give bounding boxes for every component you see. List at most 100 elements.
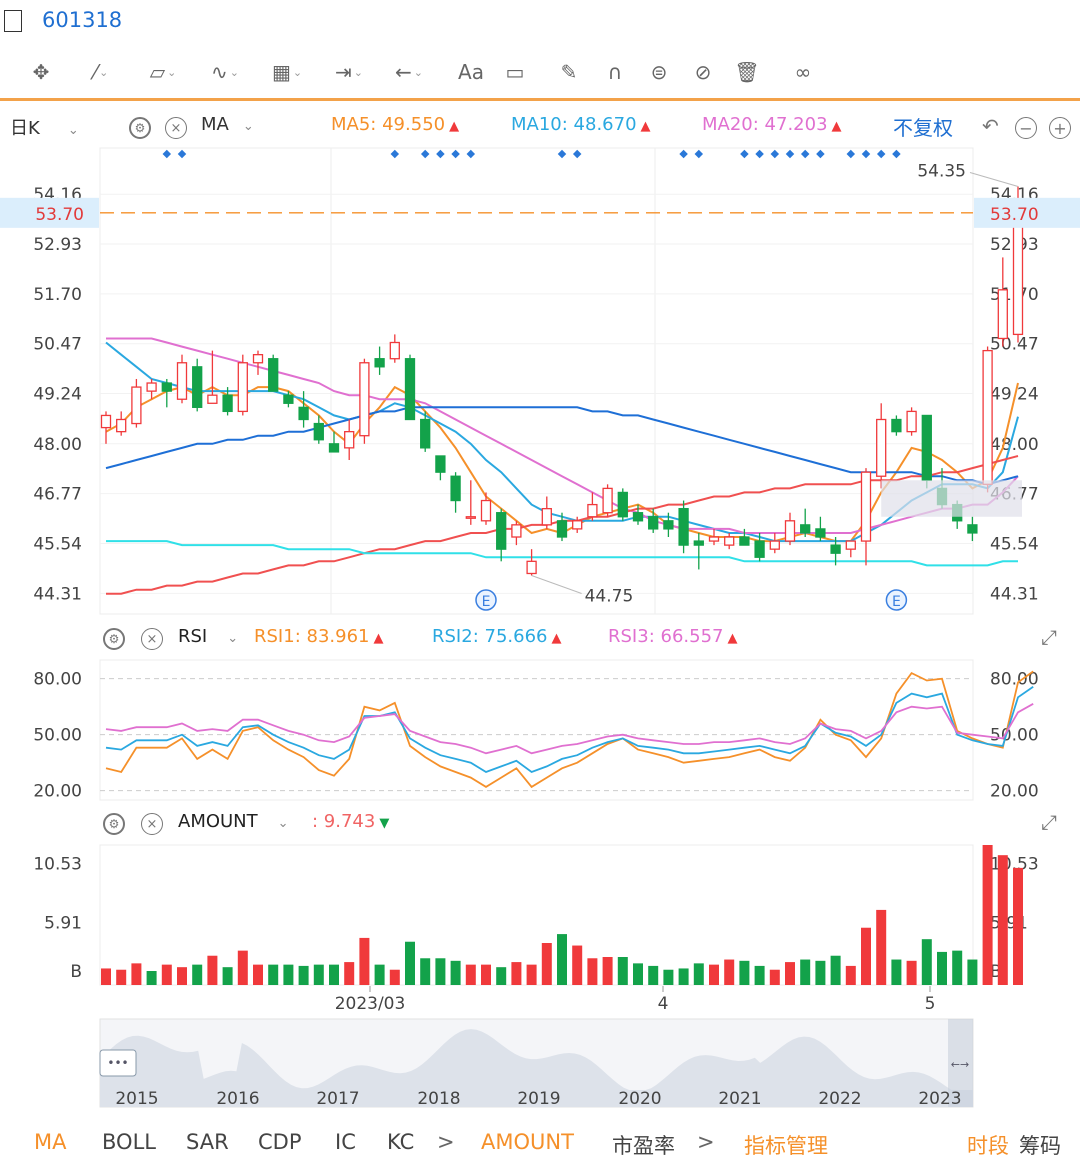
tab-kc[interactable]: KC [387, 1130, 415, 1154]
event-dot-icon [740, 149, 749, 159]
range-icon[interactable]: ⇥ ⌄ [335, 60, 363, 84]
candle-body [830, 544, 841, 554]
tab-ic[interactable]: IC [335, 1130, 356, 1154]
comment-icon[interactable]: ▭ [505, 60, 525, 84]
candle [891, 415, 902, 436]
hide-icon[interactable]: ⊘ [694, 60, 712, 84]
tab-chips[interactable]: 筹码 [1019, 1134, 1061, 1158]
indicator-manage-button[interactable]: 指标管理 [744, 1134, 828, 1158]
rsi-selector[interactable]: RSI ⌄ [178, 626, 239, 647]
text-icon[interactable]: Aa [458, 60, 484, 84]
candle [617, 488, 628, 521]
event-dot-icon [557, 149, 567, 159]
more-tabs-chevron-icon[interactable]: > [437, 1130, 455, 1154]
y-tick-label: 50.00 [990, 726, 1039, 746]
candle [389, 334, 400, 363]
stock-code: 601318 [42, 8, 123, 32]
current-price-label: 53.70 [990, 205, 1039, 225]
tab-ma[interactable]: MA [34, 1130, 67, 1154]
tab-session[interactable]: 时段 [967, 1134, 1009, 1158]
y-tick-label: 20.00 [33, 782, 82, 802]
close-icon[interactable]: × [165, 117, 187, 139]
candle-body [1012, 212, 1024, 336]
chevron-down-icon: ⌄ [242, 119, 254, 134]
delete-icon[interactable]: 🗑 [734, 60, 760, 84]
candle [982, 346, 993, 493]
undo-icon[interactable]: ↶ [982, 114, 999, 138]
candle-body [815, 528, 826, 538]
candle-body [389, 341, 400, 360]
channel-icon[interactable]: ▱ ⌄ [149, 60, 177, 84]
event-marker-label: E [892, 594, 901, 610]
candle [465, 480, 476, 525]
amount-selector[interactable]: AMOUNT ⌄ [178, 811, 289, 832]
period-selector[interactable]: 日K ⌄ [10, 114, 79, 140]
amount-bar [116, 969, 127, 985]
current-price-tag-left [0, 197, 99, 228]
amount-bar [815, 960, 826, 985]
zoom-in-icon[interactable]: + [1049, 117, 1071, 139]
navigator-handle [99, 1049, 137, 1077]
pen-icon[interactable]: ✎ [560, 60, 578, 84]
move-icon[interactable]: ✥ [32, 60, 50, 84]
magnet-icon[interactable]: ∩ [607, 60, 623, 84]
amount-bar [359, 937, 370, 985]
y-tick-label: B [990, 962, 1002, 982]
y-tick-label: 45.54 [990, 534, 1039, 554]
candle [359, 358, 370, 444]
settings-gear-icon[interactable]: ⚙ [103, 628, 125, 650]
candle-body [663, 520, 674, 530]
low-price-label: 44.75 [585, 587, 634, 607]
y-tick-label: 50.00 [33, 726, 82, 746]
event-marker-label: E [482, 594, 491, 610]
candle-body [359, 362, 370, 437]
settings-gear-icon[interactable]: ⚙ [129, 117, 151, 139]
candle [237, 354, 248, 416]
lock-icon[interactable]: ⊜ [650, 60, 668, 84]
event-dot-icon [770, 149, 780, 159]
event-dot-icon [861, 149, 871, 159]
candle [572, 516, 583, 533]
close-icon[interactable]: × [141, 628, 163, 650]
tab-sar[interactable]: SAR [186, 1130, 229, 1154]
candle-body [116, 418, 127, 433]
x-tick-label: 4 [658, 994, 669, 1014]
tab-cdp[interactable]: CDP [258, 1130, 302, 1154]
wave-icon[interactable]: ∿ ⌄ [211, 60, 239, 84]
tab-pe-ratio[interactable]: 市盈率 [612, 1134, 675, 1158]
y-tick-label: 50.47 [33, 335, 82, 355]
adjust-mode-button[interactable]: 不复权 [893, 116, 953, 140]
zoom-out-icon[interactable]: − [1015, 117, 1037, 139]
y-tick-label: 46.77 [33, 485, 82, 505]
amount-bar [724, 959, 735, 985]
y-tick-label: 10.53 [33, 855, 82, 875]
expand-icon[interactable]: ⤢ [1041, 810, 1057, 834]
x-tick-label: 5 [925, 994, 936, 1014]
candle-body [800, 524, 811, 534]
link-icon[interactable]: ∞ [794, 60, 812, 84]
event-dot-icon [816, 149, 825, 159]
close-icon[interactable]: × [141, 813, 163, 835]
window-icon[interactable] [4, 10, 22, 32]
stock-chart[interactable]: 44.3144.3145.5445.5446.7746.7748.0048.00… [0, 0, 1080, 1120]
amount-bar [207, 955, 218, 985]
amount-bar [769, 969, 780, 985]
tab-boll[interactable]: BOLL [102, 1130, 156, 1154]
candle-body [176, 362, 188, 400]
candle-body [161, 382, 172, 392]
tab-amount[interactable]: AMOUNT [481, 1130, 574, 1154]
settings-gear-icon[interactable]: ⚙ [103, 813, 125, 835]
amount-bar [541, 943, 552, 985]
expand-icon[interactable]: ⤢ [1041, 625, 1057, 649]
line-icon[interactable]: ⁄ ⌄ [93, 60, 109, 84]
candle [693, 532, 704, 570]
fib-icon[interactable]: ▦ ⌄ [271, 60, 303, 84]
amount-bar [952, 950, 963, 985]
candle-body [283, 394, 294, 404]
candle [328, 431, 340, 453]
indicator-selector[interactable]: MA ⌄ [201, 114, 254, 135]
arrow-icon[interactable]: ← ⌄ [395, 60, 423, 84]
amount-bar [177, 967, 187, 985]
more-tabs-chevron-icon[interactable]: > [697, 1130, 715, 1154]
candle-body [906, 410, 917, 433]
